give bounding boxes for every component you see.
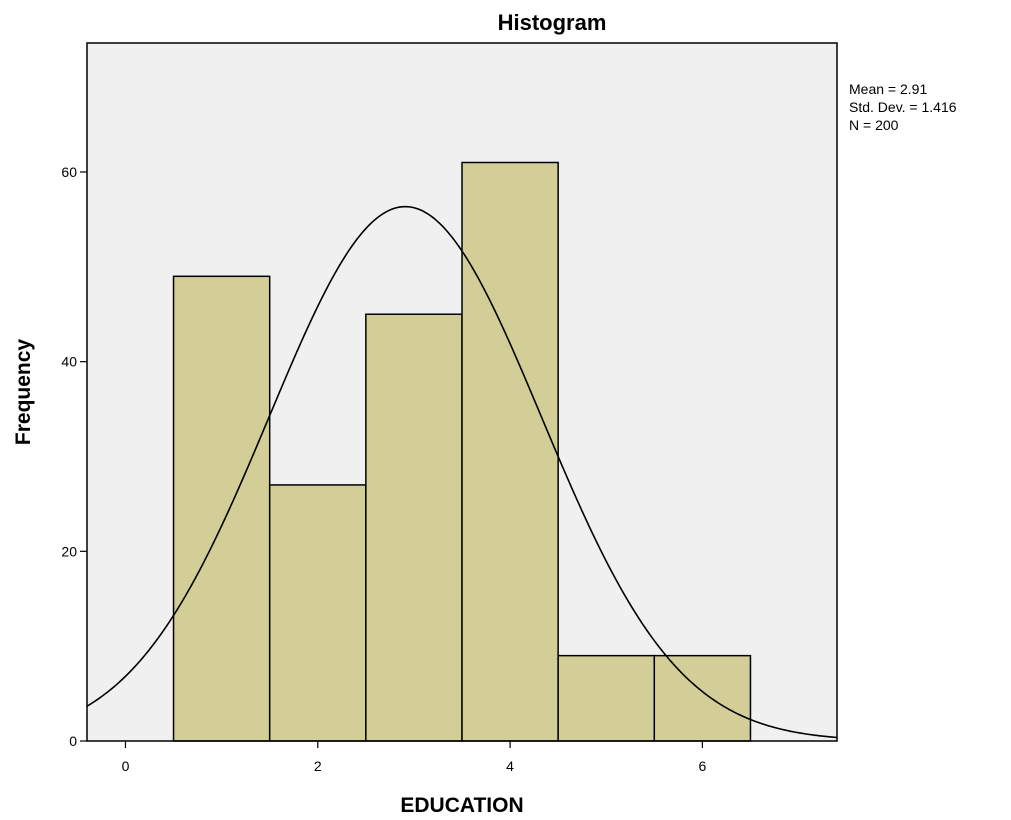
y-tick-label: 40 (61, 354, 77, 370)
x-axis: 0 2 4 6 (122, 741, 706, 774)
y-axis: 0 20 40 60 (61, 164, 87, 749)
histogram-bar-5 (557, 654, 656, 742)
bars-group (172, 161, 752, 742)
y-tick-label: 60 (61, 164, 77, 180)
x-tick-label: 0 (122, 758, 130, 774)
stats-box: Mean = 2.91 Std. Dev. = 1.416 N = 200 (849, 81, 957, 133)
histogram-bar-1 (172, 275, 271, 742)
histogram-bar-6 (653, 654, 752, 742)
stats-n: N = 200 (849, 117, 899, 133)
plot-frame (86, 42, 838, 742)
y-axis-title: Frequency (12, 339, 35, 446)
chart-title: Histogram (498, 10, 607, 35)
normal-curve (86, 205, 838, 739)
histogram-bar-2 (268, 484, 367, 742)
stats-mean: Mean = 2.91 (849, 81, 927, 97)
y-tick-label: 20 (61, 543, 77, 559)
x-tick-label: 4 (506, 758, 514, 774)
x-tick-label: 6 (698, 758, 706, 774)
histogram-bar-4 (461, 161, 559, 742)
x-tick-label: 2 (314, 758, 322, 774)
stats-std-dev: Std. Dev. = 1.416 (849, 99, 957, 115)
histogram-bar-3 (365, 313, 463, 742)
y-tick-label: 0 (69, 733, 77, 749)
x-axis-title: EDUCATION (400, 794, 523, 817)
